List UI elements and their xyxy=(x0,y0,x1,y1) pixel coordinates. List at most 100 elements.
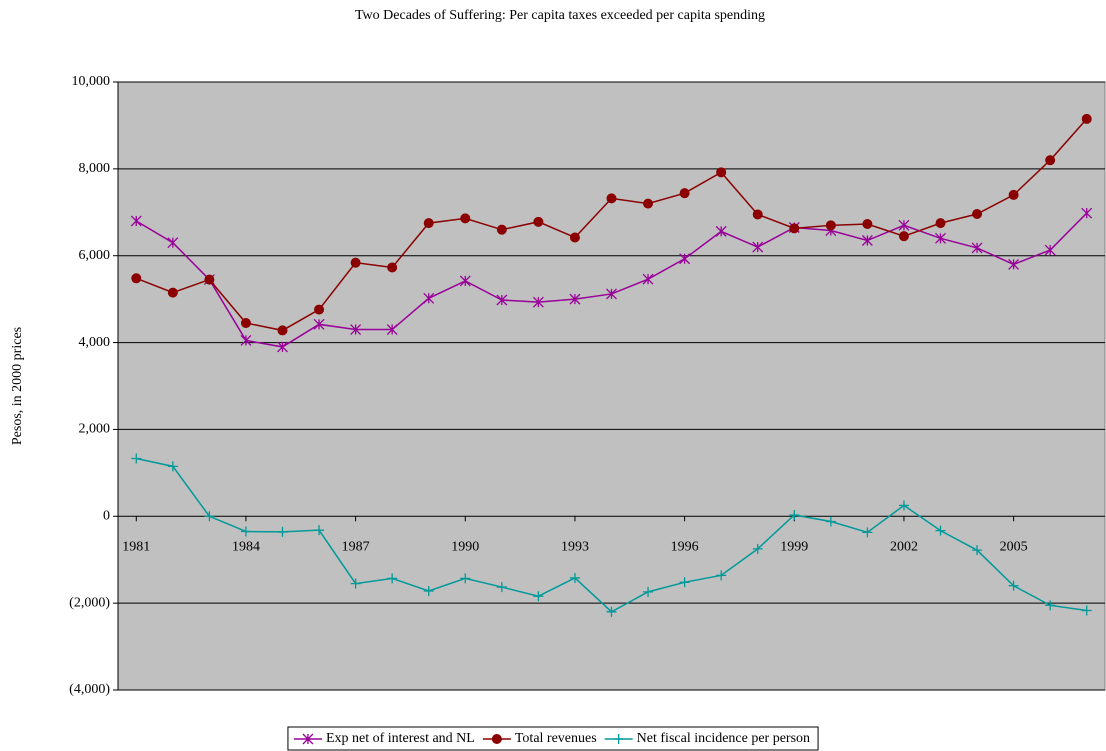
x-tick-label: 1987 xyxy=(342,540,370,555)
marker xyxy=(752,241,764,253)
marker xyxy=(716,167,727,178)
y-tick-label: 6,000 xyxy=(79,248,111,263)
marker xyxy=(131,453,142,464)
marker xyxy=(825,220,836,231)
legend: Exp net of interest and NL Total revenues… xyxy=(287,726,819,751)
y-tick-label: (2,000) xyxy=(69,595,110,610)
marker xyxy=(679,188,690,199)
marker xyxy=(1081,113,1092,124)
x-tick-label: 1993 xyxy=(561,540,589,555)
marker xyxy=(167,461,178,472)
marker xyxy=(1081,207,1093,219)
marker xyxy=(898,500,909,511)
marker xyxy=(532,296,544,308)
marker xyxy=(386,324,398,336)
marker xyxy=(204,511,215,522)
marker xyxy=(1045,155,1056,166)
legend-label: Net fiscal incidence per person xyxy=(637,731,810,746)
marker xyxy=(789,509,800,520)
marker xyxy=(496,224,507,235)
x-tick-label: 1981 xyxy=(122,540,150,555)
marker xyxy=(642,273,654,285)
marker xyxy=(935,218,946,229)
marker xyxy=(862,219,873,230)
marker xyxy=(789,223,800,234)
marker xyxy=(569,293,581,305)
marker xyxy=(240,334,252,346)
marker xyxy=(460,573,471,584)
marker xyxy=(423,218,434,229)
marker xyxy=(460,213,471,224)
marker xyxy=(935,232,946,244)
marker xyxy=(302,733,314,745)
marker xyxy=(130,215,142,227)
y-tick-label: 0 xyxy=(103,509,110,524)
plot-area xyxy=(117,81,1106,691)
marker xyxy=(240,318,251,329)
x-tick-label: 1996 xyxy=(671,540,699,555)
marker xyxy=(643,198,654,209)
marker xyxy=(935,525,946,536)
marker xyxy=(971,242,983,254)
marker xyxy=(1081,605,1092,616)
marker xyxy=(533,216,544,227)
marker xyxy=(240,526,251,537)
marker xyxy=(643,586,654,597)
marker xyxy=(606,606,617,617)
marker xyxy=(204,274,215,285)
marker xyxy=(825,516,836,527)
marker xyxy=(679,253,691,265)
marker xyxy=(533,591,544,602)
marker xyxy=(972,209,983,220)
marker xyxy=(752,543,763,554)
marker xyxy=(314,304,325,315)
x-tick-label: 1984 xyxy=(232,540,260,555)
marker xyxy=(277,526,288,537)
y-tick-label: 10,000 xyxy=(72,74,111,89)
marker xyxy=(752,209,763,220)
marker xyxy=(496,582,507,593)
x-tick-label: 2005 xyxy=(1000,540,1028,555)
marker xyxy=(972,545,983,556)
marker xyxy=(1008,258,1020,270)
marker xyxy=(350,324,362,336)
marker xyxy=(131,273,142,284)
marker xyxy=(423,585,434,596)
y-tick-label: 4,000 xyxy=(79,335,111,350)
legend-label: Exp net of interest and NL xyxy=(326,731,475,746)
marker xyxy=(1044,244,1056,256)
y-tick-label: (4,000) xyxy=(69,682,110,697)
marker xyxy=(613,734,624,744)
chart-title: Two Decades of Suffering: Per capita tax… xyxy=(355,8,765,23)
marker xyxy=(861,235,873,246)
marker xyxy=(387,262,398,273)
y-tick-label: 2,000 xyxy=(79,422,111,437)
marker xyxy=(313,318,325,330)
marker xyxy=(1045,600,1056,611)
x-tick-label: 2002 xyxy=(890,540,918,555)
marker xyxy=(716,570,727,581)
legend-box xyxy=(287,726,819,751)
marker xyxy=(1008,189,1019,200)
marker xyxy=(679,577,690,588)
marker xyxy=(491,734,502,744)
marker xyxy=(167,287,178,298)
marker xyxy=(898,219,910,231)
marker xyxy=(423,292,435,304)
y-axis-label: Pesos, in 2000 prices xyxy=(10,327,25,445)
marker xyxy=(277,341,288,353)
marker xyxy=(350,578,361,589)
x-tick-label: 1999 xyxy=(780,540,808,555)
marker xyxy=(350,257,361,268)
marker xyxy=(496,294,508,306)
marker xyxy=(569,572,580,583)
marker xyxy=(898,231,909,242)
marker xyxy=(387,573,398,584)
marker xyxy=(862,527,873,538)
marker xyxy=(715,225,727,237)
marker xyxy=(277,325,288,336)
marker xyxy=(569,232,580,243)
y-tick-label: 8,000 xyxy=(79,161,111,176)
marker xyxy=(167,237,179,249)
marker xyxy=(314,525,325,536)
